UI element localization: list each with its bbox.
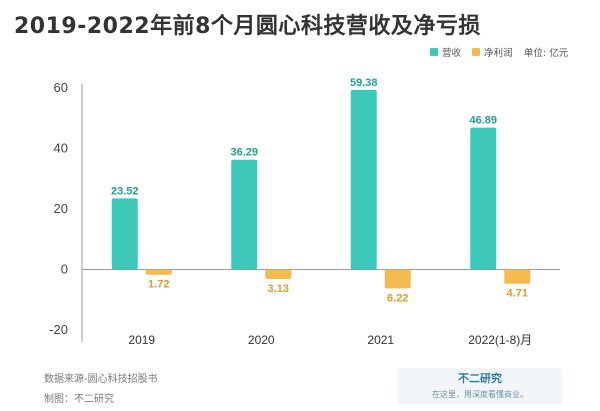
brand-badge: 不二研究 在这里，用深度看懂商业。 [398, 368, 562, 404]
net-profit-data-label: 3.13 [268, 283, 289, 295]
y-tick-label: -20 [49, 322, 68, 337]
legend-net-profit-label: 净利润 [484, 47, 513, 59]
x-category-label: 2020 [248, 333, 275, 347]
unit-note: 单位: 亿元 [524, 47, 569, 59]
legend-revenue-label: 营收 [442, 47, 462, 59]
y-tick-label: 60 [54, 80, 68, 95]
revenue-bar [350, 89, 377, 270]
y-tick-label: 40 [54, 141, 68, 156]
net-profit-bar [384, 269, 411, 289]
x-category-label: 2022(1-8)月 [468, 333, 532, 347]
x-category-label: 2019 [128, 333, 155, 347]
bars [111, 89, 531, 289]
maker-note: 制图：不二研究 [44, 394, 114, 405]
net-profit-bar [265, 269, 292, 279]
legend-net-profit-swatch [472, 48, 480, 56]
brand-name: 不二研究 [458, 372, 502, 385]
source-note: 数据来源-圆心科技招股书 [44, 374, 158, 385]
legend-revenue-swatch [430, 48, 438, 56]
revenue-bar [231, 159, 258, 270]
y-tick-label: 20 [54, 201, 68, 216]
net-profit-bar [145, 269, 172, 275]
net-profit-data-label: 4.71 [507, 288, 528, 300]
net-profit-data-label: 6.22 [387, 292, 408, 304]
axes: -20 0 20 40 60 2019 2020 2021 2022(1-8)月 [49, 80, 560, 347]
revenue-data-label: 23.52 [111, 185, 139, 197]
revenue-data-label: 36.29 [230, 147, 258, 159]
revenue-data-label: 59.38 [350, 77, 378, 89]
net-profit-data-label: 1.72 [148, 279, 169, 291]
legend: 营收 净利润 单位: 亿元 [430, 47, 569, 59]
x-category-label: 2021 [367, 333, 394, 347]
revenue-bar [111, 198, 138, 270]
revenue-bar [470, 127, 497, 270]
net-profit-bar [504, 269, 531, 284]
revenue-data-label: 46.89 [469, 115, 497, 127]
chart-title: 2019-2022年前8个月圆心科技营收及净亏损 [14, 14, 481, 39]
data-labels: 23.52 1.72 36.29 3.13 59.38 6.22 46.89 4.71 [111, 77, 528, 304]
y-tick-label: 0 [61, 262, 68, 277]
brand-slogan: 在这里，用深度看懂商业。 [432, 390, 528, 399]
